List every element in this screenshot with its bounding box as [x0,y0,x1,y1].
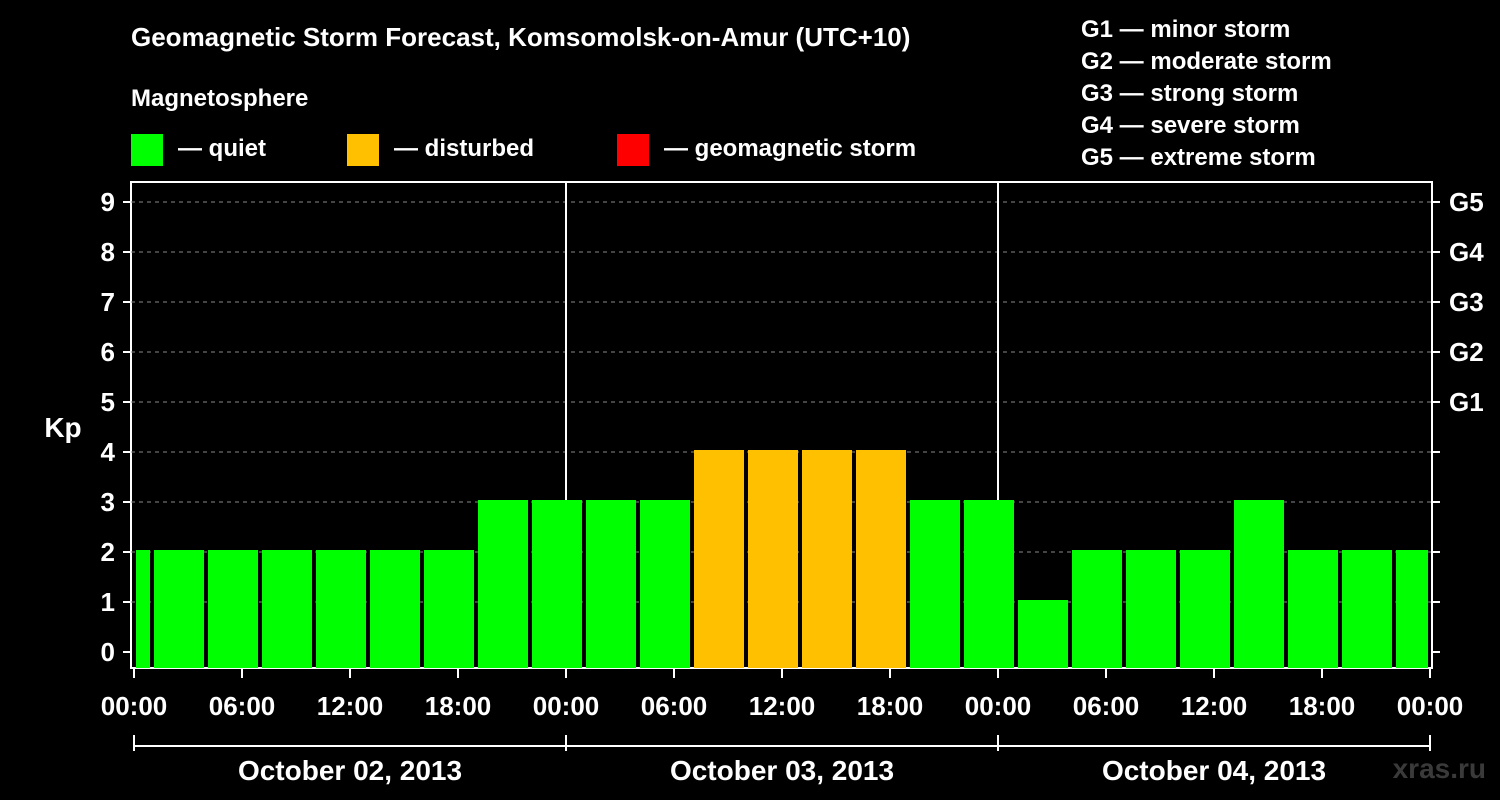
bar-0 [136,550,150,668]
magnetosphere-label: Magnetosphere [131,85,309,112]
x-tick-label-5: 06:00 [641,691,708,721]
bar-8 [532,500,582,668]
y-tick-label-1: 1 [101,587,115,617]
y-tick-label-8: 8 [101,237,115,267]
g-axis-label-g4: G4 [1449,237,1484,267]
bar-21 [1234,500,1284,668]
bar-4 [316,550,366,668]
g-level-legend: G1 — minor storm G2 — moderate storm G3 … [1081,14,1332,174]
y-tick-label-2: 2 [101,537,115,567]
day-label-3: October 04, 2013 [1102,755,1326,786]
x-tick-label-11: 18:00 [1289,691,1356,721]
x-tick-label-0: 00:00 [101,691,168,721]
bar-15 [910,500,960,668]
bar-7 [478,500,528,668]
bar-22 [1288,550,1338,668]
y-tick-label-7: 7 [101,287,115,317]
day-label-1: October 02, 2013 [238,755,462,786]
bar-20 [1180,550,1230,668]
bar-5 [370,550,420,668]
x-tick-label-2: 12:00 [317,691,384,721]
x-tick-label-4: 00:00 [533,691,600,721]
x-tick-label-6: 12:00 [749,691,816,721]
g-axis-label-g3: G3 [1449,287,1484,317]
bar-13 [802,450,852,668]
legend-swatch-quiet [131,134,163,166]
g-axis-label-g1: G1 [1449,387,1484,417]
x-tick-label-10: 12:00 [1181,691,1248,721]
bar-11 [694,450,744,668]
y-axis-label: Kp [44,412,81,443]
bar-9 [586,500,636,668]
bar-17 [1018,600,1068,668]
g-axis-label-g2: G2 [1449,337,1484,367]
g-level-g2: G2 — moderate storm [1081,48,1332,75]
g-level-g5: G5 — extreme storm [1081,144,1316,171]
bar-3 [262,550,312,668]
bar-16 [964,500,1014,668]
bar-18 [1072,550,1122,668]
day-label-2: October 03, 2013 [670,755,894,786]
bar-12 [748,450,798,668]
g-level-g3: G3 — strong storm [1081,80,1299,107]
bar-14 [856,450,906,668]
watermark: xras.ru [1392,753,1486,784]
y-tick-label-9: 9 [101,187,115,217]
bar-1 [154,550,204,668]
x-tick-label-7: 18:00 [857,691,924,721]
g-level-g4: G4 — severe storm [1081,112,1300,139]
x-tick-label-3: 18:00 [425,691,492,721]
bar-2 [208,550,258,668]
y-tick-label-6: 6 [101,337,115,367]
x-tick-label-8: 00:00 [965,691,1032,721]
legend-swatch-disturbed [347,134,379,166]
legend-label-disturbed: — disturbed [394,135,535,162]
y-tick-label-5: 5 [101,387,115,417]
g-level-g1: G1 — minor storm [1081,16,1291,43]
legend-label-storm: — geomagnetic storm [664,135,917,162]
x-tick-label-9: 06:00 [1073,691,1140,721]
x-tick-label-1: 06:00 [209,691,276,721]
y-tick-label-4: 4 [101,437,116,467]
x-tick-label-12: 00:00 [1397,691,1464,721]
y-tick-label-0: 0 [101,637,115,667]
g-axis-label-g5: G5 [1449,187,1484,217]
legend-label-quiet: — quiet [178,135,266,162]
y-tick-label-3: 3 [101,487,115,517]
legend-swatch-storm [617,134,649,166]
bar-19 [1126,550,1176,668]
bar-10 [640,500,690,668]
bar-23 [1342,550,1392,668]
chart-title: Geomagnetic Storm Forecast, Komsomolsk-o… [131,22,911,52]
bar-24 [1396,550,1428,668]
bar-6 [424,550,474,668]
